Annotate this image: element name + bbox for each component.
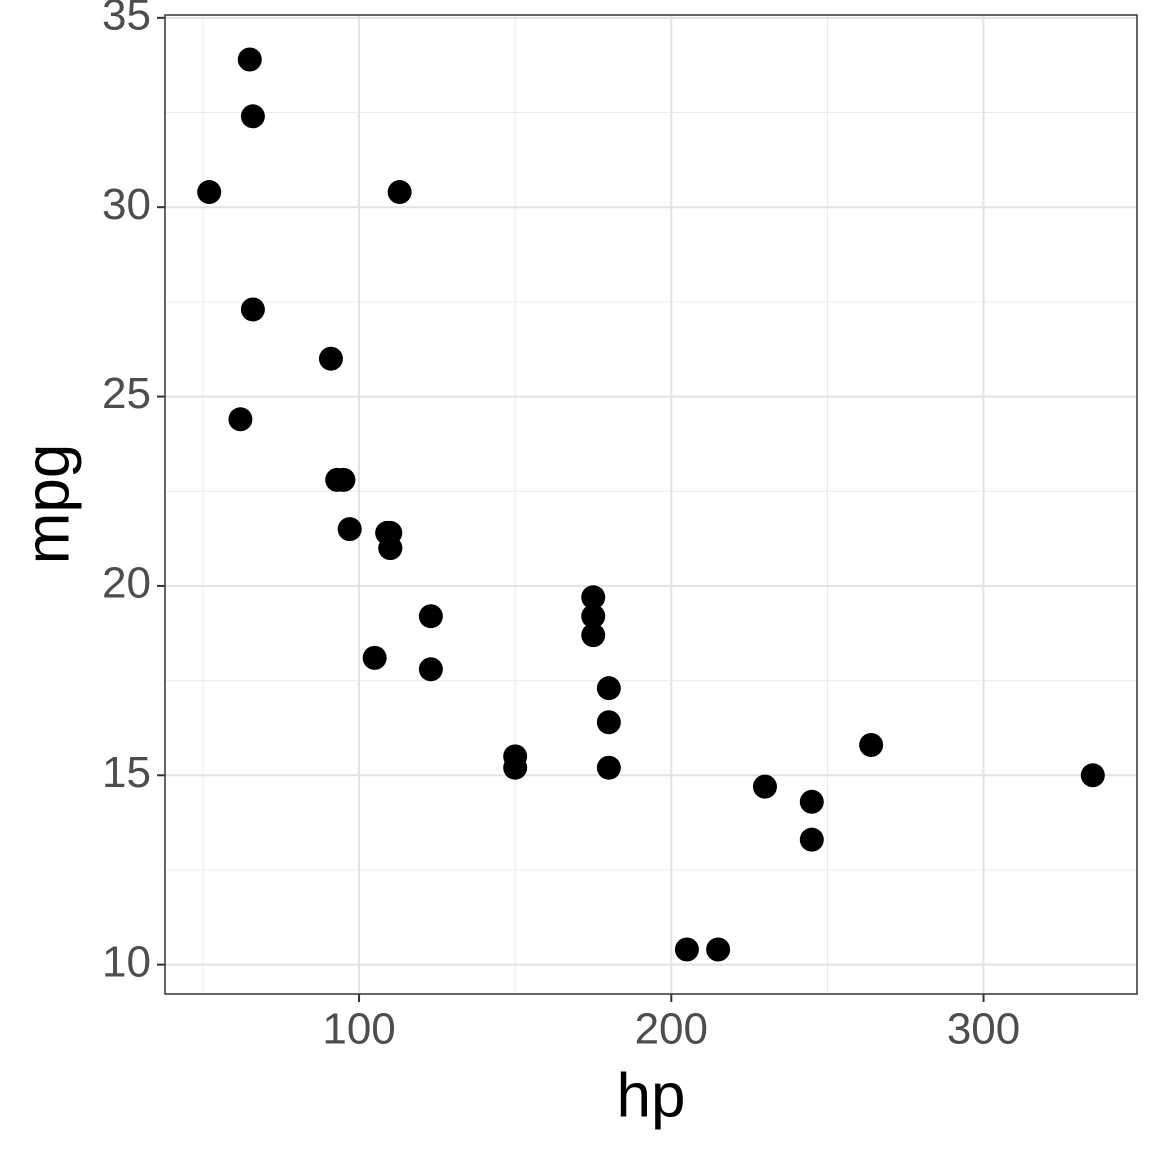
x-tick-label: 300	[947, 1005, 1020, 1054]
point	[706, 937, 731, 962]
grid	[165, 15, 1137, 994]
point	[418, 657, 443, 682]
point	[240, 297, 265, 322]
x-tick-label: 200	[635, 1005, 708, 1054]
point	[362, 645, 387, 670]
point	[581, 604, 606, 629]
point	[674, 937, 699, 962]
point	[596, 755, 621, 780]
point	[337, 517, 362, 542]
point	[799, 827, 824, 852]
point	[1080, 763, 1105, 788]
panel-border	[164, 14, 1138, 995]
x-axis-title: hp	[617, 1061, 686, 1130]
y-tick-label: 10	[102, 937, 151, 986]
point	[503, 755, 528, 780]
point	[375, 520, 400, 545]
point	[418, 604, 443, 629]
point	[581, 623, 606, 648]
point	[240, 104, 265, 129]
y-tick-label: 25	[102, 369, 151, 418]
y-tick-label: 20	[102, 559, 151, 608]
point	[596, 710, 621, 735]
point	[799, 789, 824, 814]
point	[197, 180, 222, 205]
y-tick-label: 35	[102, 0, 151, 39]
point	[318, 346, 343, 371]
point	[581, 585, 606, 610]
point	[331, 467, 356, 492]
point	[752, 774, 777, 799]
x-tick-label: 100	[322, 1005, 395, 1054]
point	[228, 407, 253, 432]
point	[596, 676, 621, 701]
y-axis-title: mpg	[13, 444, 82, 565]
y-tick-label: 30	[102, 180, 151, 229]
points	[197, 47, 1105, 962]
point	[387, 180, 412, 205]
point	[859, 732, 884, 757]
y-tick-label: 15	[102, 748, 151, 797]
point	[237, 47, 262, 72]
